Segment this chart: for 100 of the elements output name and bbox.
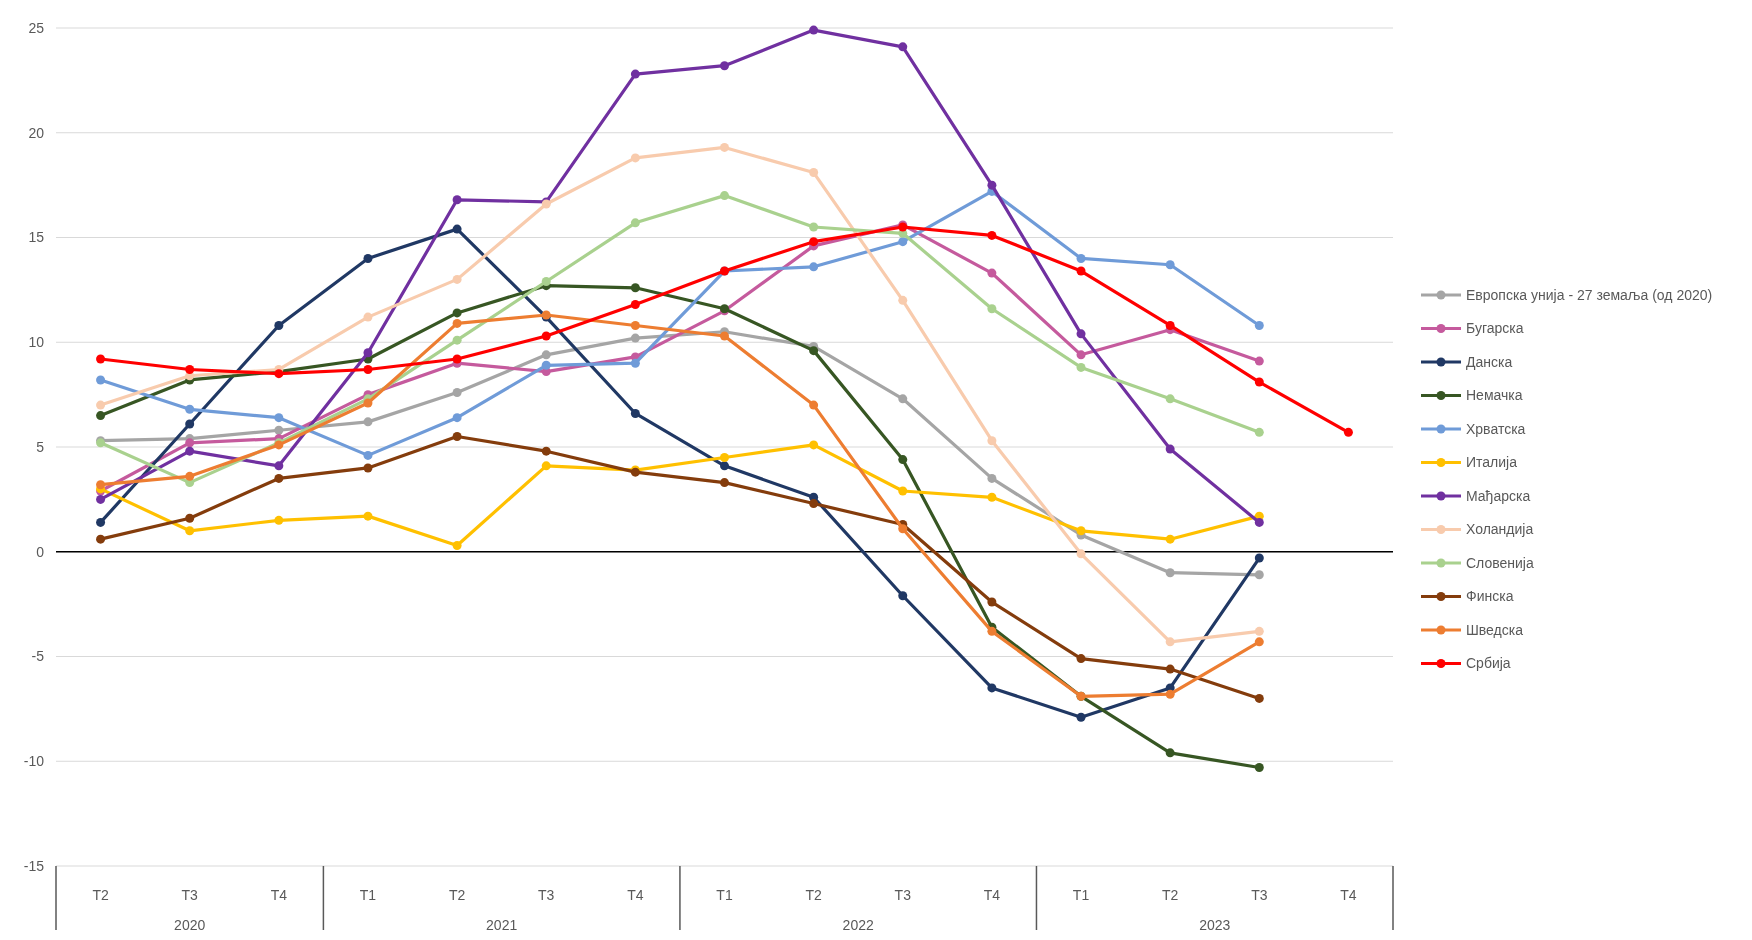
- point: [1076, 253, 1086, 263]
- point: [1165, 689, 1175, 699]
- point: [1254, 517, 1264, 527]
- point: [1165, 664, 1175, 674]
- point: [898, 42, 908, 52]
- point: [274, 473, 284, 483]
- point: [363, 398, 373, 408]
- point: [363, 463, 373, 473]
- point: [630, 153, 640, 163]
- legend-label: Мађарска: [1466, 487, 1531, 504]
- point: [1076, 362, 1086, 372]
- point: [541, 331, 551, 341]
- x-tick-label: T1: [359, 887, 377, 903]
- point: [452, 274, 462, 284]
- point: [630, 408, 640, 418]
- point: [898, 394, 908, 404]
- point: [898, 237, 908, 247]
- point: [96, 354, 106, 364]
- legend-label: Србија: [1466, 655, 1511, 672]
- legend-label: Хрватска: [1466, 420, 1526, 437]
- point: [541, 350, 551, 360]
- x-tick-label: T2: [448, 887, 466, 903]
- y-tick-label: -10: [23, 753, 45, 770]
- point: [987, 268, 997, 278]
- point: [96, 411, 106, 421]
- text: 2023: [1199, 917, 1231, 933]
- point: [987, 304, 997, 314]
- point: [1254, 377, 1264, 387]
- legend-label: Немачка: [1466, 387, 1523, 404]
- point: [185, 526, 195, 536]
- point: [541, 461, 551, 471]
- point: [274, 413, 284, 423]
- point: [1254, 637, 1264, 647]
- point: [185, 364, 195, 374]
- point: [630, 333, 640, 343]
- point: [452, 354, 462, 364]
- point: [1076, 549, 1086, 559]
- y-tick-label: 0: [36, 543, 45, 560]
- point: [185, 438, 195, 448]
- x-tick-label: T3: [181, 887, 199, 903]
- x-tick-label: T4: [1340, 887, 1357, 903]
- point: [1165, 534, 1175, 544]
- point: [809, 440, 819, 450]
- point: [987, 473, 997, 483]
- y-tick-label: 20: [28, 124, 45, 141]
- point: [809, 237, 819, 247]
- point: [541, 360, 551, 370]
- legend-label: Словенија: [1466, 554, 1534, 571]
- point: [1165, 637, 1175, 647]
- point: [987, 492, 997, 502]
- point: [630, 69, 640, 79]
- point: [452, 335, 462, 345]
- point: [987, 180, 997, 190]
- point: [809, 499, 819, 509]
- point: [274, 515, 284, 525]
- point: [363, 312, 373, 322]
- point: [809, 25, 819, 35]
- legend-label: Бугарска: [1466, 320, 1524, 337]
- point: [1165, 444, 1175, 454]
- point: [452, 195, 462, 205]
- point: [720, 461, 729, 471]
- point: [809, 262, 819, 272]
- point: [96, 375, 106, 385]
- point: [1165, 260, 1175, 270]
- point: [898, 486, 908, 496]
- point: [274, 461, 284, 471]
- point: [96, 517, 106, 527]
- y-tick-label: 10: [28, 334, 45, 351]
- point: [363, 450, 373, 460]
- point: [1076, 350, 1086, 360]
- point: [987, 230, 997, 240]
- point: [898, 295, 908, 305]
- point: [1254, 693, 1264, 703]
- y-tick-label: 25: [28, 19, 45, 36]
- legend-label: Шведска: [1466, 621, 1524, 638]
- x-tick-label: T2: [1161, 887, 1179, 903]
- point: [1343, 427, 1353, 437]
- point: [1076, 266, 1086, 276]
- point: [274, 320, 284, 330]
- point: [363, 253, 373, 263]
- point: [987, 597, 997, 607]
- point: [1165, 748, 1175, 758]
- point: [185, 404, 195, 414]
- point: [96, 480, 106, 490]
- point: [1076, 654, 1086, 664]
- point: [452, 308, 462, 318]
- point: [630, 283, 640, 293]
- y-tick-label: 15: [28, 229, 45, 246]
- point: [1254, 553, 1264, 563]
- point: [274, 425, 284, 435]
- point: [96, 534, 106, 544]
- point: [630, 218, 640, 228]
- point: [452, 224, 462, 234]
- point: [452, 388, 462, 398]
- point: [185, 446, 195, 456]
- point: [720, 142, 729, 152]
- point: [1076, 712, 1086, 722]
- x-tick-label: T4: [983, 887, 1001, 903]
- point: [541, 277, 551, 286]
- point: [96, 400, 106, 410]
